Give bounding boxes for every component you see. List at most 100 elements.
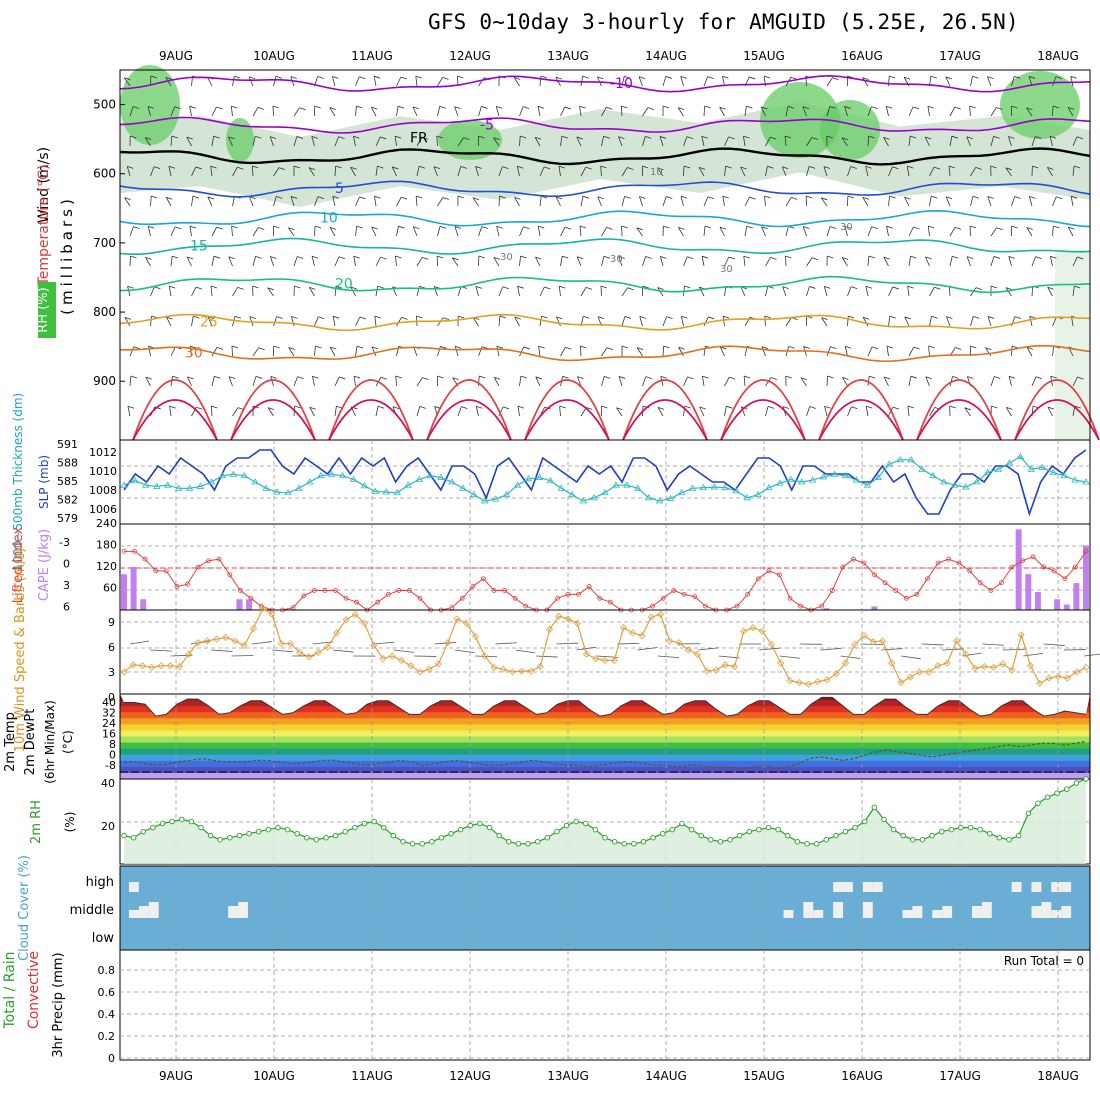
wind-barb-flag bbox=[166, 196, 173, 200]
li-marker bbox=[787, 595, 793, 601]
wind-barb-flag bbox=[844, 106, 851, 109]
precip-legend-rain: Total / Rain bbox=[2, 951, 18, 1029]
wind10m-barb bbox=[820, 647, 842, 651]
wind-barb-flag bbox=[928, 225, 935, 229]
wind-barb-flag bbox=[684, 285, 691, 289]
wind-barb bbox=[457, 406, 462, 417]
wind-barb bbox=[211, 226, 218, 237]
wind-barb-flag bbox=[127, 166, 134, 169]
wind-barb bbox=[559, 406, 561, 417]
wind-barb-flag bbox=[1006, 407, 1013, 410]
wind-barb-flag bbox=[496, 345, 504, 349]
wind-barb bbox=[765, 406, 769, 417]
cloud-middle-cell bbox=[981, 902, 992, 918]
wind-barb bbox=[680, 76, 684, 87]
cloud-high-cell bbox=[872, 882, 883, 892]
rh-marker bbox=[871, 804, 878, 811]
wind-barb-flag bbox=[1077, 256, 1084, 260]
wind-barb bbox=[375, 136, 381, 147]
wind-barb bbox=[416, 166, 420, 177]
wind-barb bbox=[865, 166, 869, 177]
thickness-marker bbox=[120, 481, 128, 488]
wind-barb-flag bbox=[975, 287, 983, 290]
wind-barb bbox=[802, 106, 807, 117]
isotherm-surface-arc bbox=[328, 379, 414, 441]
rh-marker bbox=[304, 834, 310, 841]
rh-marker bbox=[140, 828, 146, 835]
wind-barb-flag bbox=[416, 195, 423, 199]
wind-barb-flag bbox=[359, 196, 366, 200]
precip-tick: 0.6 bbox=[98, 986, 116, 999]
wind-barb bbox=[493, 257, 500, 267]
cloud-level-label: high bbox=[86, 875, 114, 890]
wind-barb bbox=[1008, 136, 1012, 147]
wind-barb bbox=[885, 106, 889, 117]
wind-barb-flag bbox=[802, 106, 810, 110]
wind-barb-flag bbox=[600, 285, 608, 289]
wind-barb bbox=[1031, 256, 1036, 267]
wind-barb-flag bbox=[535, 136, 542, 140]
rh-marker bbox=[380, 824, 387, 831]
wind-barb-flag bbox=[680, 195, 688, 199]
wind10m-marker bbox=[296, 648, 304, 657]
wind10m-marker bbox=[934, 662, 942, 670]
wind-barb-flag bbox=[394, 135, 402, 139]
wind-barb-flag bbox=[889, 75, 896, 79]
wind-barb bbox=[396, 76, 402, 87]
wind-barb-flag bbox=[866, 405, 873, 409]
wind-barb-flag bbox=[761, 346, 769, 350]
wind-barb bbox=[498, 195, 500, 207]
wind-barb-flag bbox=[440, 346, 447, 349]
wind-barb bbox=[580, 76, 583, 87]
wind-barb bbox=[806, 257, 813, 267]
wind-barb bbox=[841, 257, 848, 267]
wind-barb bbox=[373, 76, 377, 87]
wind-barb bbox=[150, 166, 155, 177]
wind-barb bbox=[883, 376, 889, 387]
wind-barb bbox=[498, 316, 501, 327]
wind-barb bbox=[210, 405, 213, 417]
wind-barb bbox=[187, 376, 192, 387]
wind-barb-flag bbox=[195, 286, 203, 290]
wind-barb-flag bbox=[761, 226, 768, 230]
li-marker bbox=[681, 591, 687, 597]
wind-barb bbox=[847, 406, 852, 417]
wind-barb bbox=[170, 226, 176, 237]
wind-barb bbox=[375, 286, 379, 297]
wind10m-marker bbox=[1082, 663, 1090, 672]
wind10m-marker bbox=[777, 659, 785, 667]
wind10m-barb bbox=[901, 655, 921, 660]
li-marker bbox=[882, 580, 888, 586]
wind-barb-flag bbox=[972, 75, 979, 79]
wind10m-barb bbox=[698, 647, 719, 651]
wind-barb bbox=[601, 376, 605, 387]
wind-barb-flag bbox=[1014, 76, 1021, 79]
wind-barb-flag bbox=[770, 377, 777, 380]
wind-barb bbox=[806, 406, 811, 417]
wind10m-marker bbox=[1045, 674, 1053, 682]
wind-barb-flag bbox=[395, 375, 402, 379]
wind-barb-flag bbox=[787, 105, 795, 109]
rh-high-patch bbox=[820, 100, 880, 160]
wind-barb bbox=[740, 166, 746, 177]
wind10m-marker bbox=[194, 639, 202, 647]
wind-barb bbox=[291, 316, 295, 327]
wind-barb-flag bbox=[1032, 165, 1039, 169]
wind-barb-flag bbox=[972, 195, 980, 199]
wind-barb bbox=[270, 256, 274, 267]
wind10m-barb bbox=[373, 641, 395, 645]
wind-barb-flag bbox=[502, 406, 510, 410]
wind-barb bbox=[949, 227, 956, 237]
wind-barb-flag bbox=[1068, 226, 1075, 230]
li-marker bbox=[459, 595, 465, 601]
wind10m-barb bbox=[129, 640, 150, 645]
rh-marker bbox=[563, 822, 570, 829]
wind-barb-flag bbox=[728, 136, 735, 140]
wind-barb bbox=[332, 196, 336, 207]
li-marker bbox=[1062, 576, 1068, 582]
thickness-marker bbox=[360, 482, 369, 489]
rh-marker bbox=[236, 832, 243, 839]
cape-bar bbox=[1034, 592, 1041, 610]
li-marker bbox=[195, 564, 201, 570]
rh-marker bbox=[919, 836, 926, 843]
